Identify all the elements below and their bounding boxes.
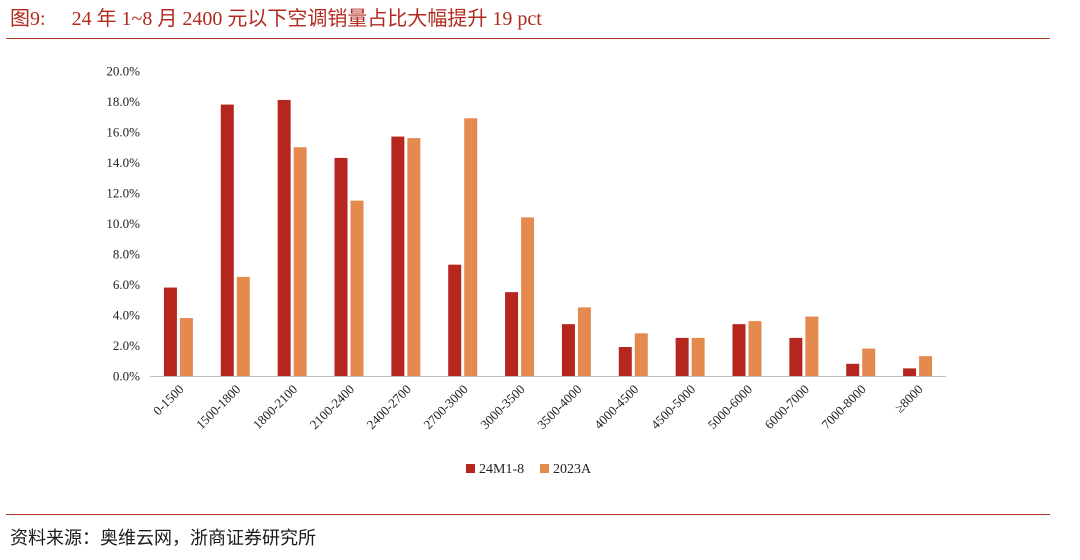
bar-series-1 — [618, 347, 632, 376]
x-tick-label: 3000-3500 — [477, 382, 527, 432]
bar-series-1 — [675, 337, 689, 376]
x-tick-label: 3500-4000 — [534, 382, 584, 432]
bar-series-1 — [732, 324, 746, 376]
y-tick-label: 10.0% — [106, 216, 140, 231]
bar-series-1 — [903, 368, 917, 376]
y-tick-label: 12.0% — [106, 186, 140, 201]
x-tick-label: 5000-6000 — [705, 382, 755, 432]
x-tick-label: 4000-4500 — [591, 382, 641, 432]
bar-series-2 — [577, 307, 591, 376]
bar-series-1 — [220, 104, 234, 377]
bar-series-2 — [634, 333, 648, 376]
x-tick-label: 1500-1800 — [193, 382, 243, 432]
bar-series-2 — [691, 337, 705, 376]
bar-series-2 — [407, 138, 421, 376]
y-tick-label: 0.0% — [113, 369, 140, 384]
y-tick-label: 18.0% — [106, 94, 140, 109]
bar-series-1 — [163, 287, 177, 376]
figure-title-text: 24 年 1~8 月 2400 元以下空调销量占比大幅提升 19 pct — [71, 8, 542, 30]
y-tick-label: 6.0% — [113, 277, 140, 292]
x-tick-label: 1800-2100 — [250, 382, 300, 432]
bar-series-2 — [919, 356, 933, 376]
y-tick-label: 20.0% — [106, 64, 140, 79]
x-tick-label: 4500-5000 — [648, 382, 698, 432]
bar-series-1 — [448, 264, 462, 376]
y-tick-label: 16.0% — [106, 125, 140, 140]
x-tick-label: 7000-8000 — [818, 382, 868, 432]
title-rule — [6, 38, 1050, 39]
y-tick-label: 14.0% — [106, 155, 140, 170]
bar-series-2 — [464, 118, 478, 377]
bar-series-2 — [862, 348, 876, 376]
bar-series-2 — [179, 318, 193, 376]
y-tick-label: 8.0% — [113, 247, 140, 262]
x-tick-label: 2100-2400 — [307, 382, 357, 432]
y-tick-label: 4.0% — [113, 308, 140, 323]
bar-series-1 — [277, 99, 291, 376]
bar-series-2 — [293, 147, 307, 376]
bar-chart: 0.0% 2.0% 4.0% 6.0% 8.0% 10.0% 12.0% 14.0% 16.0%… — [106, 64, 946, 477]
x-tick-label: 2400-2700 — [364, 382, 414, 432]
x-tick-label: 6000-7000 — [762, 382, 812, 432]
figure-number: 图9: — [10, 8, 46, 30]
footer-rule — [6, 514, 1050, 515]
legend-swatch — [466, 464, 475, 473]
bar-series-2 — [748, 321, 762, 376]
bar-series-1 — [391, 136, 405, 376]
legend-label: 2023A — [553, 462, 592, 477]
legend-label: 24M1-8 — [479, 462, 524, 477]
bar-series-1 — [334, 157, 348, 376]
bar-series-2 — [350, 200, 364, 376]
bar-series-1 — [561, 324, 575, 376]
y-tick-label: 2.0% — [113, 338, 140, 353]
bar-series-2 — [236, 276, 250, 376]
bar-series-1 — [505, 292, 519, 376]
x-tick-label: 0-1500 — [150, 382, 187, 419]
bar-series-1 — [846, 363, 860, 376]
x-tick-label: ≥8000 — [892, 382, 926, 416]
bar-series-1 — [789, 337, 803, 376]
bar-series-2 — [521, 217, 535, 376]
x-tick-label: 2700-3000 — [420, 382, 470, 432]
legend-swatch — [540, 464, 549, 473]
bar-series-2 — [805, 316, 819, 376]
source-note: 资料来源：奥维云网，浙商证券研究所 — [10, 528, 316, 548]
figure-title: 图9: 24 年 1~8 月 2400 元以下空调销量占比大幅提升 19 pct — [10, 4, 542, 34]
